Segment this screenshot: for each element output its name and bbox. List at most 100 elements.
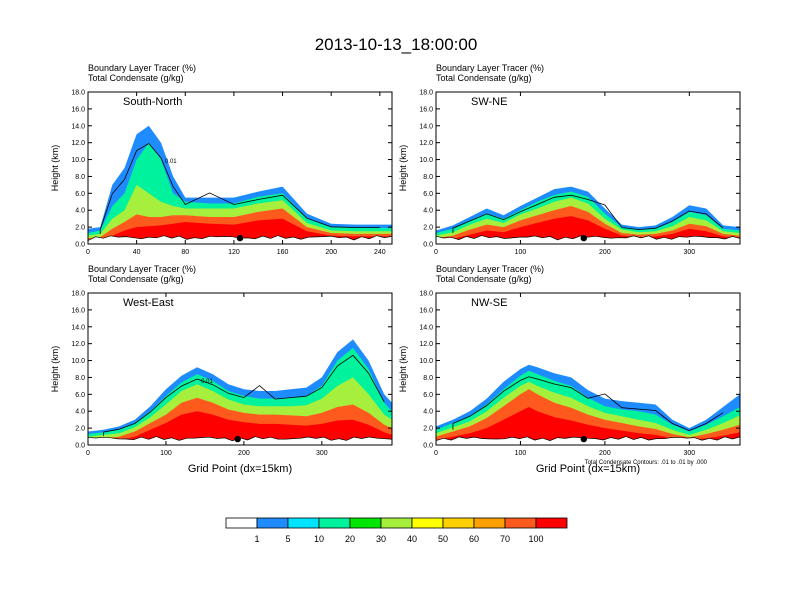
plot-area — [436, 186, 740, 244]
plot-area: 0.01 — [88, 339, 392, 445]
plot-frame — [435, 292, 741, 446]
colorbar-box — [349, 517, 382, 529]
colorbar-label: 100 — [528, 534, 543, 544]
colorbar: 1 5 10 20 30 40 50 60 70 100 — [225, 517, 568, 544]
y-tick-label: 2.0 — [423, 426, 433, 433]
y-tick-label: 12.0 — [419, 341, 433, 348]
y-tick-label: 14.0 — [71, 324, 85, 331]
y-tick-label: 14.0 — [419, 324, 433, 331]
contour-label: 0.01 — [201, 379, 213, 385]
y-tick-label: 6.0 — [75, 191, 85, 198]
y-tick-label: 12.0 — [419, 140, 433, 147]
panel-header-condensate: Total Condensate (g/kg) — [88, 73, 184, 83]
plot-area: 0.01 — [88, 125, 392, 244]
x-tick-label: 300 — [316, 450, 328, 457]
panel-header-tracer: Boundary Layer Tracer (%) — [436, 264, 544, 274]
colorbar-label: 40 — [407, 534, 417, 544]
colorbar-box — [225, 517, 258, 529]
y-tick-label: 10.0 — [71, 358, 85, 365]
y-tick-label: 18.0 — [71, 90, 85, 97]
x-tick-label: 100 — [515, 450, 527, 457]
condensate-contour — [452, 376, 724, 432]
y-tick-label: 0.0 — [75, 242, 85, 249]
y-tick-label: 0.0 — [423, 242, 433, 249]
y-tick-label: 8.0 — [75, 375, 85, 382]
panel-header-condensate: Total Condensate (g/kg) — [436, 274, 532, 284]
colorbar-box — [411, 517, 444, 529]
colorbar-label: 60 — [469, 534, 479, 544]
panel-name: West-East — [123, 297, 174, 309]
y-tick-label: 4.0 — [75, 409, 85, 416]
plot-area — [436, 364, 740, 445]
y-tick-label: 16.0 — [71, 106, 85, 113]
plot-frame — [435, 91, 741, 245]
colorbar-box — [535, 517, 568, 529]
panel-header-condensate: Total Condensate (g/kg) — [436, 73, 532, 83]
panel-header-condensate: Total Condensate (g/kg) — [88, 274, 184, 284]
plot-frame — [87, 91, 393, 245]
y-tick-label: 8.0 — [75, 174, 85, 181]
x-tick-label: 0 — [434, 450, 438, 457]
colorbar-label: 70 — [500, 534, 510, 544]
y-tick-label: 4.0 — [423, 208, 433, 215]
colorbar-box — [473, 517, 506, 529]
location-marker — [580, 435, 587, 443]
x-tick-label: 0 — [86, 249, 90, 256]
y-tick-label: 6.0 — [423, 191, 433, 198]
condensate-contour — [103, 354, 385, 436]
y-tick-label: 16.0 — [419, 106, 433, 113]
y-tick-label: 10.0 — [71, 157, 85, 164]
location-marker — [580, 234, 587, 242]
colorbar-label: 10 — [314, 534, 324, 544]
y-tick-label: 4.0 — [423, 409, 433, 416]
colorbar-label: 50 — [438, 534, 448, 544]
location-marker — [234, 435, 241, 443]
figure-title: 2013-10-13_18:00:00 — [315, 35, 478, 54]
panel-nw-se: Boundary Layer Tracer (%)Total Condensat… — [398, 264, 741, 475]
y-tick-label: 4.0 — [75, 208, 85, 215]
y-tick-label: 10.0 — [419, 157, 433, 164]
panel-name: SW-NE — [471, 96, 507, 108]
colorbar-box — [380, 517, 413, 529]
y-axis-label: Height (km) — [398, 145, 408, 192]
y-tick-label: 8.0 — [423, 174, 433, 181]
y-tick-label: 18.0 — [419, 291, 433, 298]
y-tick-label: 2.0 — [423, 225, 433, 232]
tracer-layer-100 — [436, 407, 740, 445]
y-tick-label: 18.0 — [419, 90, 433, 97]
colorbar-box — [287, 517, 320, 529]
colorbar-box — [504, 517, 537, 529]
panel-name: NW-SE — [471, 297, 507, 309]
panel-west-east: Boundary Layer Tracer (%)Total Condensat… — [50, 264, 393, 475]
colorbar-label: 5 — [285, 534, 290, 544]
colorbar-box — [442, 517, 475, 529]
x-axis-label: Grid Point (dx=15km) — [188, 463, 292, 475]
panel-name: South-North — [123, 96, 182, 108]
y-tick-label: 16.0 — [71, 307, 85, 314]
contour-note: Total Condensate Contours: .01 to .01 by… — [585, 460, 708, 466]
x-axis-label: Grid Point (dx=15km) — [536, 463, 640, 475]
y-tick-label: 16.0 — [419, 307, 433, 314]
x-tick-label: 200 — [599, 249, 611, 256]
contour-label: 0.01 — [165, 159, 177, 165]
panel-header-tracer: Boundary Layer Tracer (%) — [88, 63, 196, 73]
colorbar-box — [256, 517, 289, 529]
y-tick-label: 12.0 — [71, 140, 85, 147]
y-tick-label: 6.0 — [75, 392, 85, 399]
x-tick-label: 0 — [434, 249, 438, 256]
y-tick-label: 18.0 — [71, 291, 85, 298]
x-tick-label: 300 — [683, 249, 695, 256]
y-tick-label: 12.0 — [71, 341, 85, 348]
x-tick-label: 200 — [599, 450, 611, 457]
tracer-layer-100 — [88, 411, 392, 445]
y-tick-label: 2.0 — [75, 225, 85, 232]
y-axis-label: Height (km) — [50, 346, 60, 393]
x-tick-label: 40 — [133, 249, 141, 256]
y-tick-label: 10.0 — [419, 358, 433, 365]
panel-header-tracer: Boundary Layer Tracer (%) — [436, 63, 544, 73]
x-tick-label: 200 — [325, 249, 337, 256]
condensate-contour — [99, 142, 380, 234]
terrain — [436, 436, 740, 445]
x-tick-label: 160 — [277, 249, 289, 256]
